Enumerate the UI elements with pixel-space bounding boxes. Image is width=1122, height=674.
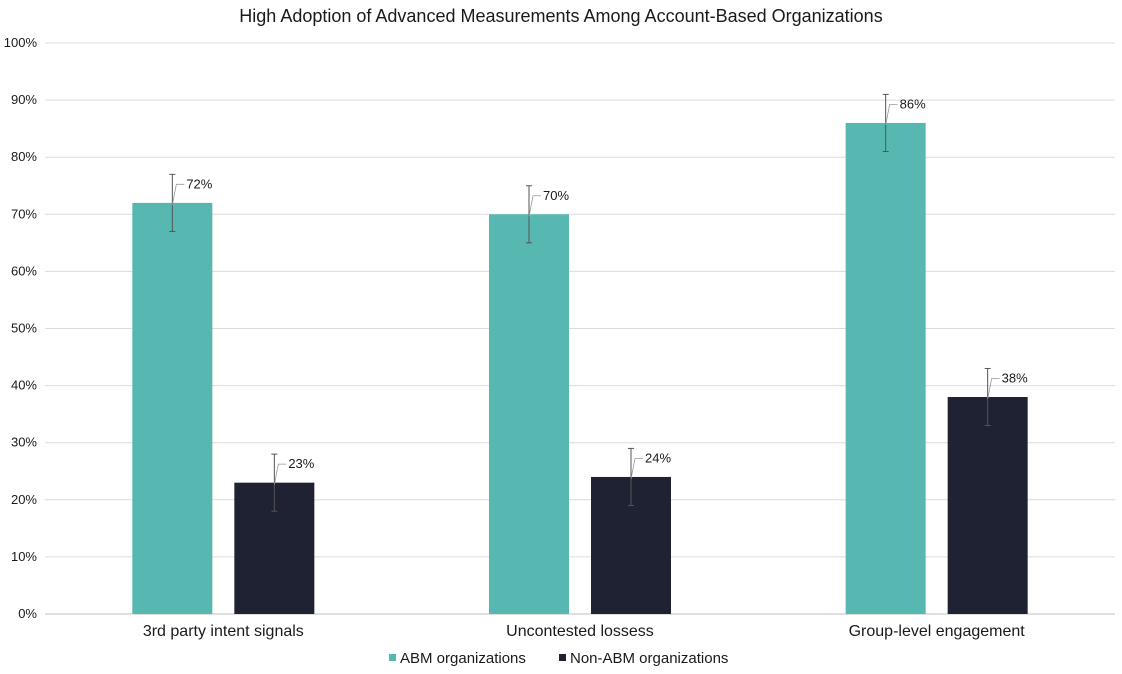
y-tick-label: 80%: [11, 149, 37, 164]
y-tick-label: 50%: [11, 321, 37, 336]
leader-line: [171, 183, 185, 205]
gridlines: [45, 42, 1115, 615]
bar-abm: [132, 202, 213, 614]
bar-non-abm: [947, 397, 1028, 614]
legend-label: ABM organizations: [400, 650, 526, 667]
bars: [132, 122, 1028, 615]
y-tick-label: 20%: [11, 492, 37, 507]
leader-line: [630, 458, 643, 480]
chart-title: High Adoption of Advanced Measurements A…: [239, 6, 882, 26]
legend: ABM organizations Non-ABM organizations: [389, 650, 728, 667]
x-axis-categories: 3rd party intent signals Uncontested loss…: [143, 623, 1025, 640]
y-tick-label: 60%: [11, 263, 37, 278]
leader-line: [528, 195, 541, 217]
leader-line: [273, 463, 287, 485]
y-tick-label: 100%: [4, 35, 38, 50]
leader-line: [885, 103, 898, 126]
legend-swatch: [389, 654, 396, 661]
y-tick-label: 10%: [11, 549, 37, 564]
data-label: 38%: [1002, 370, 1028, 385]
y-tick-label: 0%: [18, 606, 37, 621]
legend-swatch: [559, 654, 566, 661]
data-label: 72%: [186, 176, 212, 191]
data-label: 70%: [543, 188, 569, 203]
data-label: 86%: [900, 96, 926, 111]
category-label: Group-level engagement: [849, 623, 1026, 640]
y-tick-label: 90%: [11, 92, 37, 107]
category-label: 3rd party intent signals: [143, 623, 304, 640]
data-labels: 72% 23% 70% 24% 86% 38%: [171, 96, 1028, 485]
category-label: Uncontested lossess: [506, 623, 654, 640]
bar-abm: [845, 122, 926, 614]
y-tick-label: 30%: [11, 435, 37, 450]
y-tick-label: 70%: [11, 206, 37, 221]
y-axis-ticks: 0% 10% 20% 30% 40% 50% 60% 70% 80% 90% 100%: [4, 35, 38, 621]
data-label: 23%: [288, 456, 314, 471]
bar-abm: [489, 214, 569, 615]
data-label: 24%: [645, 450, 671, 465]
leader-line: [987, 378, 1000, 400]
legend-label: Non-ABM organizations: [570, 650, 728, 667]
y-tick-label: 40%: [11, 378, 37, 393]
